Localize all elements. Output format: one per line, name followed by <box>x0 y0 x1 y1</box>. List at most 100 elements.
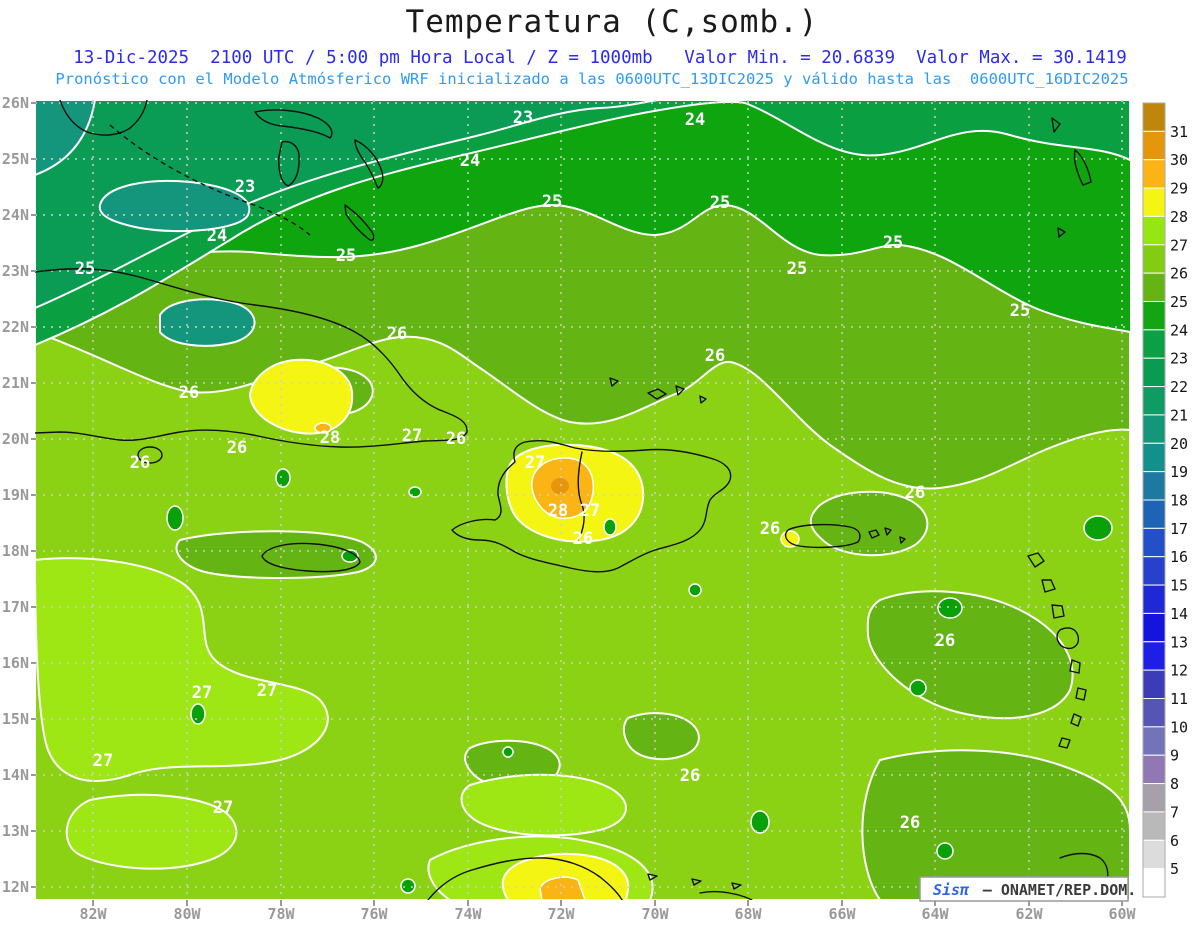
colorbar-segment <box>1142 357 1166 388</box>
lat-tick-label: 23N <box>2 262 29 280</box>
contour-label-25: 25 <box>336 246 356 266</box>
colorbar-tick-label: 21 <box>1170 406 1188 424</box>
colorbar-segment <box>1142 839 1166 870</box>
lat-tick-label: 22N <box>2 318 29 336</box>
colorbar-tick-label: 24 <box>1170 321 1188 339</box>
lat-tick-label: 20N <box>2 430 29 448</box>
colorbar-tick-label: 25 <box>1170 293 1188 311</box>
contour-label-24: 24 <box>207 226 227 246</box>
contour-label-23: 23 <box>513 108 533 128</box>
lon-tick-label: 60W <box>1108 905 1136 923</box>
colorbar-tick-label: 13 <box>1170 633 1188 651</box>
contour-label-24: 24 <box>685 110 705 130</box>
colorbar-tick-label: 23 <box>1170 350 1188 368</box>
contour-label-26: 26 <box>935 631 955 651</box>
colorbar-tick-label: 19 <box>1170 463 1188 481</box>
lon-tick-label: 72W <box>547 905 575 923</box>
colorbar-tick-label: 20 <box>1170 435 1188 453</box>
colorbar-segment <box>1142 783 1166 813</box>
field-27-28 <box>35 557 329 782</box>
lat-tick-label: 16N <box>2 654 29 672</box>
colorbar-segment <box>1142 414 1166 444</box>
colorbar-segment <box>1142 272 1166 302</box>
lat-tick-label: 24N <box>2 206 29 224</box>
colorbar-segment <box>1142 300 1166 331</box>
field-25-26-patch <box>809 490 929 557</box>
contour-label-27: 27 <box>402 426 422 446</box>
coastlines <box>35 100 1109 900</box>
colorbar-segment <box>1142 102 1166 132</box>
colorbar-segment <box>1142 471 1166 501</box>
contour-label-27: 27 <box>192 683 212 703</box>
longitude-axis: 82W 80W 78W 76W 74W 72W 70W 68W 66W 64W 62W 60W <box>79 900 1137 923</box>
colorbar-tick-label: 22 <box>1170 378 1188 396</box>
colorbar-segment <box>1142 584 1166 614</box>
lat-tick-label: 15N <box>2 710 29 728</box>
lat-tick-label: 19N <box>2 486 29 504</box>
colorbar-segment <box>1142 868 1166 898</box>
colorbar-tick-label: 18 <box>1170 491 1188 509</box>
contour-label-26: 26 <box>387 324 407 344</box>
svg-text:Sisπ – ONAMET/REP.DOM.: Sisπ – ONAMET/REP.DOM. <box>933 880 1136 899</box>
colorbar-tick-label: 10 <box>1170 718 1188 736</box>
lat-tick-label: 14N <box>2 766 29 784</box>
colorbar-tick-label: 5 <box>1170 860 1179 878</box>
field-27-28 <box>460 773 627 837</box>
contour-label-26: 26 <box>705 346 725 366</box>
colorbar-segment <box>1142 215 1166 246</box>
contour-label-25: 25 <box>1010 301 1030 321</box>
field-28-29-cuba <box>249 358 354 435</box>
contour-label-28: 28 <box>320 428 340 448</box>
colorbar-segment <box>1142 130 1166 161</box>
graticule <box>35 100 1130 900</box>
contour-label-25: 25 <box>883 233 903 253</box>
colorbar-tick-label: 29 <box>1170 180 1188 198</box>
colorbar-segment <box>1142 187 1166 217</box>
cool-spots <box>166 468 1113 894</box>
lat-tick-label: 18N <box>2 542 29 560</box>
contour-label-26: 26 <box>905 483 925 503</box>
contour-label-25: 25 <box>542 192 562 212</box>
lat-tick-label: 12N <box>2 878 29 896</box>
colorbar-segment <box>1142 811 1166 841</box>
contour-label-26: 26 <box>760 519 780 539</box>
lon-tick-label: 76W <box>360 905 388 923</box>
lat-tick-label: 13N <box>2 822 29 840</box>
lat-tick-label: 21N <box>2 374 29 392</box>
hispaniola <box>451 439 732 573</box>
colorbar-tick-label: 31 <box>1170 123 1188 141</box>
lat-tick-label: 25N <box>2 150 29 168</box>
colorbar-tick-label: 6 <box>1170 832 1179 850</box>
contour-label-26: 26 <box>680 766 700 786</box>
colorbar-tick-label: 14 <box>1170 605 1188 623</box>
colorbar-segment <box>1142 159 1166 189</box>
contour-label-25: 25 <box>787 259 807 279</box>
latitude-axis: 26N 25N 24N 23N 22N 21N 20N 19N 18N 17N 16N 15N 14N 1… <box>2 94 36 896</box>
colorbar-tick-label: 9 <box>1170 747 1179 765</box>
colorbar-tick-label: 16 <box>1170 548 1188 566</box>
contour-label-27: 27 <box>525 453 545 473</box>
contour-label-26: 26 <box>900 813 920 833</box>
watermark-text: – ONAMET/REP.DOM. <box>983 881 1137 899</box>
lon-tick-label: 64W <box>921 905 949 923</box>
field-25-26-patch <box>861 749 1130 900</box>
colorbar-tick-label: 28 <box>1170 208 1188 226</box>
contour-label-26: 26 <box>130 453 150 473</box>
lon-tick-label: 70W <box>641 905 669 923</box>
contour-label-27: 27 <box>213 798 233 818</box>
colorbar-segment <box>1142 641 1166 671</box>
field-25-26-patch <box>175 530 377 579</box>
colorbar-segment <box>1142 697 1166 728</box>
contour-label-26: 26 <box>227 438 247 458</box>
lon-tick-label: 62W <box>1015 905 1043 923</box>
lat-tick-label: 17N <box>2 598 29 616</box>
field-30-31-core <box>551 478 569 494</box>
colorbar-segment <box>1142 442 1166 473</box>
contour-label-27: 27 <box>580 501 600 521</box>
lon-tick-label: 82W <box>79 905 107 923</box>
contour-label-28: 28 <box>548 501 568 521</box>
